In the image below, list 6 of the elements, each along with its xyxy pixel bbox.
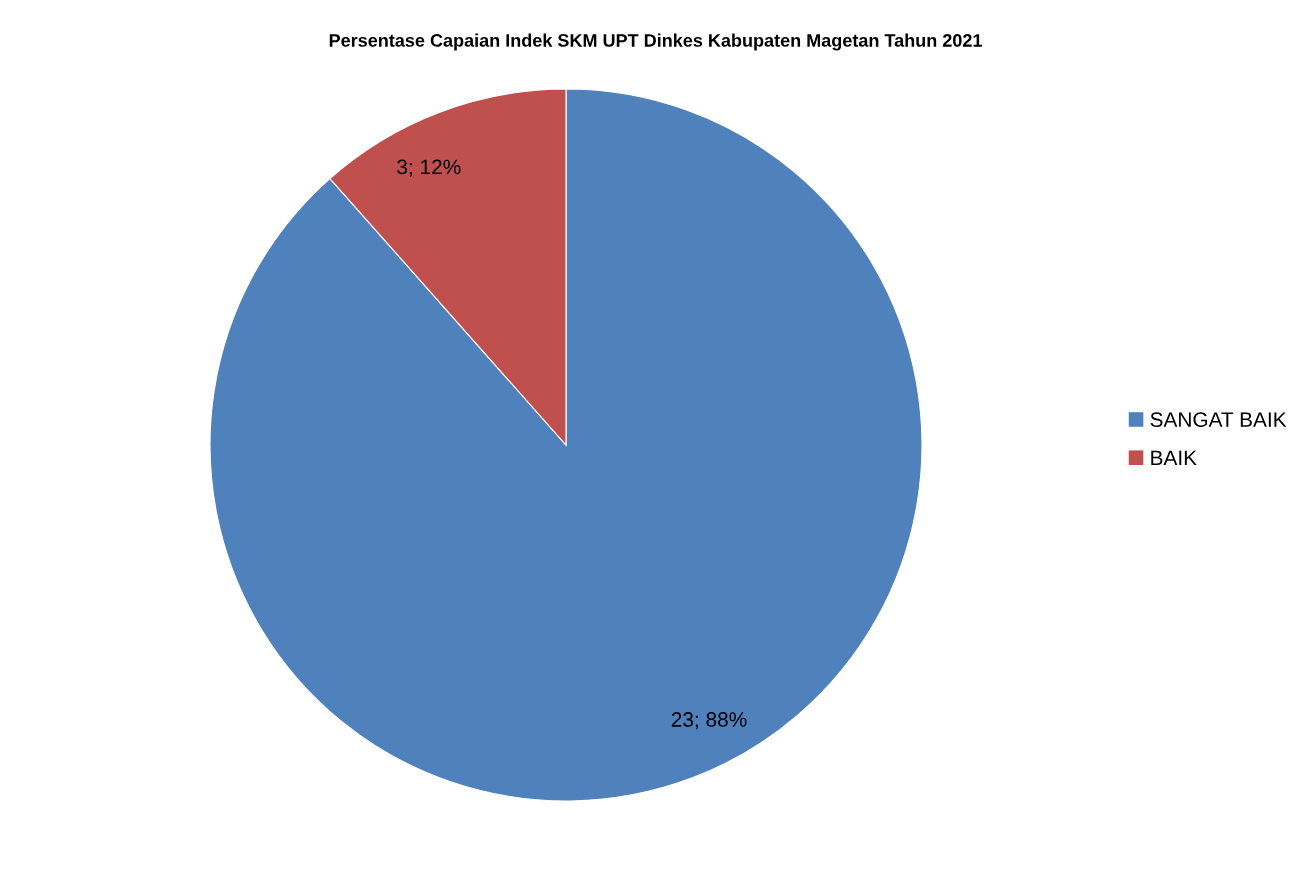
data-label: 3; 12% [397,159,461,177]
legend-label: SANGAT BAIK [1150,412,1287,428]
data-label: 23; 88% [671,712,747,730]
chart-title: Persentase Capaian Indek SKM UPT Dinkes Kabupaten Magetan Tahun 2021 [329,33,982,51]
legend-label: BAIK [1151,450,1197,465]
pie-slice [209,88,923,802]
